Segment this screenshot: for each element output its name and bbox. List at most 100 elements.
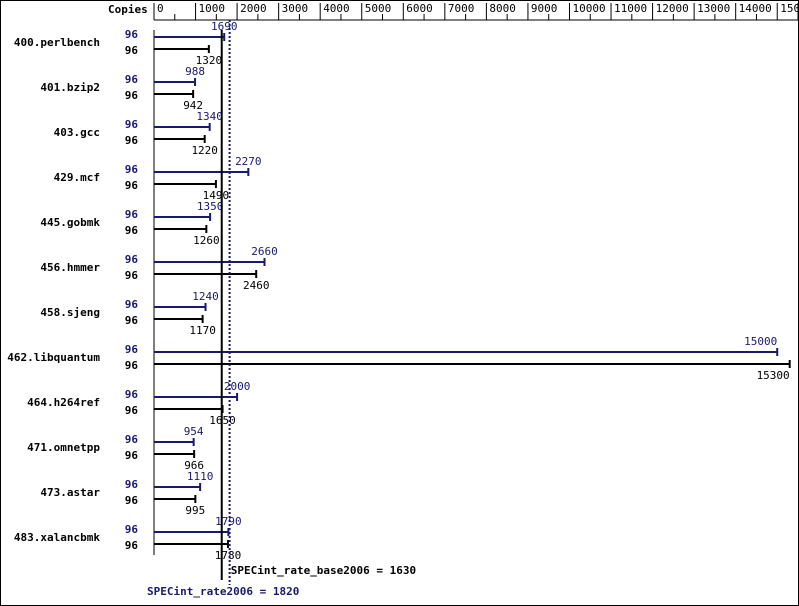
x-tick-label: 15000 <box>780 2 799 15</box>
bar <box>154 168 250 176</box>
value-label: 1790 <box>215 515 242 528</box>
x-tick-label: 8000 <box>489 2 516 15</box>
copies-label: 96 <box>125 44 139 57</box>
copies-label: 96 <box>125 359 139 372</box>
x-tick-label: 10000 <box>572 2 605 15</box>
copies-label: 96 <box>125 523 139 536</box>
copies-label: 96 <box>125 253 139 266</box>
x-tick-label: 14000 <box>739 2 772 15</box>
x-tick-label: 6000 <box>406 2 433 15</box>
bar <box>154 348 779 356</box>
copies-label: 96 <box>125 269 139 282</box>
value-label: 988 <box>185 65 205 78</box>
x-tick-label: 7000 <box>448 2 475 15</box>
copies-label: 96 <box>125 73 139 86</box>
x-tick-label: 3000 <box>282 2 309 15</box>
copies-label: 96 <box>125 89 139 102</box>
bar <box>154 123 211 131</box>
copies-label: 96 <box>125 28 139 41</box>
category-label: 473.astar <box>40 486 100 499</box>
value-label: 2270 <box>235 155 262 168</box>
value-label: 1340 <box>196 110 223 123</box>
x-tick-label: 1000 <box>199 2 226 15</box>
value-label: 2660 <box>251 245 278 258</box>
bar <box>154 315 204 323</box>
value-label: 1320 <box>196 54 223 67</box>
value-label: 966 <box>184 459 204 472</box>
copies-label: 96 <box>125 404 139 417</box>
value-label: 954 <box>184 425 204 438</box>
value-label: 1350 <box>197 200 224 213</box>
copies-label: 96 <box>125 134 139 147</box>
category-label: 462.libquantum <box>7 351 100 364</box>
bar <box>154 303 207 311</box>
value-label: 1780 <box>215 549 242 562</box>
copies-label: 96 <box>125 433 139 446</box>
category-label: 401.bzip2 <box>40 81 100 94</box>
value-label: 1110 <box>187 470 214 483</box>
bar <box>154 33 226 41</box>
category-label: 403.gcc <box>54 126 100 139</box>
copies-label: 96 <box>125 163 139 176</box>
category-label: 483.xalancbmk <box>14 531 100 544</box>
category-label: 445.gobmk <box>40 216 100 229</box>
x-tick-label: 12000 <box>656 2 689 15</box>
copies-label: 96 <box>125 343 139 356</box>
category-label: 456.hmmer <box>40 261 100 274</box>
value-label: 15000 <box>744 335 777 348</box>
value-label: 1690 <box>211 20 238 33</box>
bar <box>154 135 206 143</box>
copies-label: 96 <box>125 179 139 192</box>
bar <box>154 90 195 98</box>
bar <box>154 225 208 233</box>
x-tick-label: 4000 <box>323 2 350 15</box>
copies-label: 96 <box>125 449 139 462</box>
bar <box>154 495 197 503</box>
reference-label: SPECint_rate_base2006 = 1630 <box>231 564 416 577</box>
copies-label: 96 <box>125 539 139 552</box>
value-label: 15300 <box>757 369 790 382</box>
category-label: 400.perlbench <box>14 36 100 49</box>
x-tick-label: 11000 <box>614 2 647 15</box>
category-label: 464.h264ref <box>27 396 100 409</box>
category-label: 458.sjeng <box>40 306 100 319</box>
copies-label: 96 <box>125 118 139 131</box>
copies-label: 96 <box>125 208 139 221</box>
bar <box>154 450 196 458</box>
copies-header: Copies <box>108 3 148 16</box>
bar <box>154 213 212 221</box>
bar <box>154 540 229 548</box>
category-label: 429.mcf <box>54 171 100 184</box>
copies-label: 96 <box>125 298 139 311</box>
bar <box>154 270 258 278</box>
x-tick-label: 5000 <box>365 2 392 15</box>
copies-label: 96 <box>125 388 139 401</box>
x-tick-label: 9000 <box>531 2 558 15</box>
copies-label: 96 <box>125 478 139 491</box>
category-label: 471.omnetpp <box>27 441 100 454</box>
reference-label: SPECint_rate2006 = 1820 <box>147 585 299 598</box>
bar <box>154 78 197 86</box>
x-tick-label: 13000 <box>697 2 730 15</box>
bar <box>154 483 202 491</box>
x-tick-label: 2000 <box>240 2 267 15</box>
copies-label: 96 <box>125 224 139 237</box>
bar <box>154 393 239 401</box>
value-label: 1240 <box>192 290 219 303</box>
value-label: 1260 <box>193 234 220 247</box>
value-label: 2460 <box>243 279 270 292</box>
value-label: 995 <box>185 504 205 517</box>
value-label: 1220 <box>191 144 218 157</box>
value-label: 2000 <box>224 380 251 393</box>
bar <box>154 258 266 266</box>
copies-label: 96 <box>125 314 139 327</box>
x-tick-label: 0 <box>157 2 164 15</box>
bar <box>154 45 210 53</box>
value-label: 1170 <box>189 324 216 337</box>
bar <box>154 360 791 368</box>
bar <box>154 528 230 536</box>
bar <box>154 438 195 446</box>
bar <box>154 180 217 188</box>
